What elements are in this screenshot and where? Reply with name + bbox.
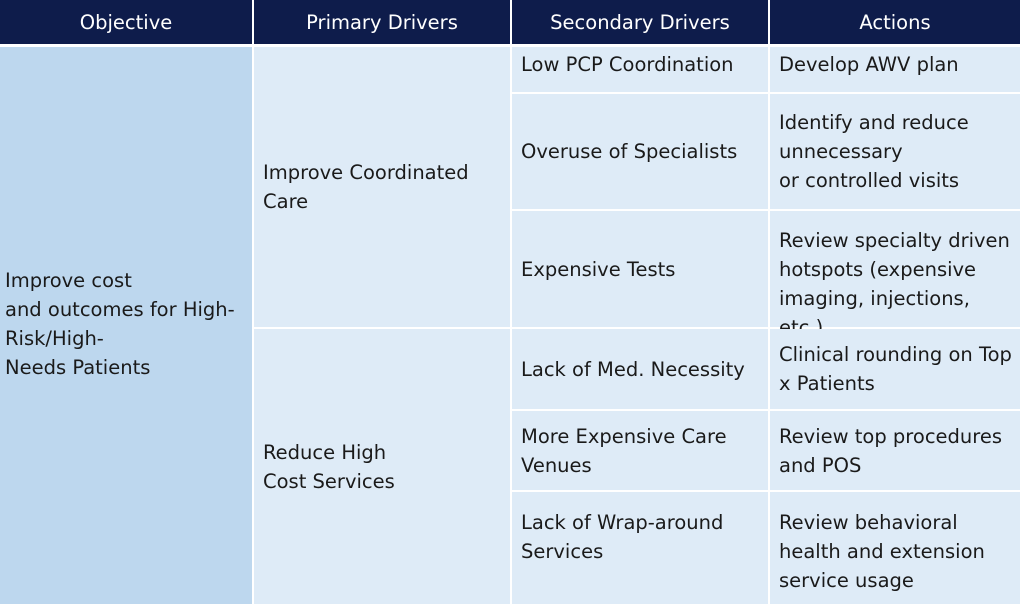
action-4: Clinical rounding on Top x Patients xyxy=(770,329,1020,409)
objective-cell: Improve cost and outcomes for High- Risk… xyxy=(0,44,252,604)
action-6: Review behavioral health and extension s… xyxy=(770,492,1020,604)
action-2: Identify and reduce unnecessary or contr… xyxy=(770,94,1020,209)
primary-driver-1: Improve Coordinated Care xyxy=(254,47,510,327)
secondary-driver-3: Expensive Tests xyxy=(512,211,768,327)
secondary-driver-1: Low PCP Coordination xyxy=(512,47,768,92)
header-separator xyxy=(0,44,1020,47)
secondary-driver-5: More Expensive Care Venues xyxy=(512,411,768,490)
secondary-driver-4: Lack of Med. Necessity xyxy=(512,329,768,409)
header-primary-drivers: Primary Drivers xyxy=(254,0,510,44)
secondary-driver-2: Overuse of Specialists xyxy=(512,94,768,209)
action-1: Develop AWV plan xyxy=(770,47,1020,92)
header-objective: Objective xyxy=(0,0,252,44)
header-secondary-drivers: Secondary Drivers xyxy=(512,0,768,44)
action-5: Review top procedures and POS xyxy=(770,411,1020,490)
action-3: Review specialty driven hotspots (expens… xyxy=(770,211,1020,339)
header-actions: Actions xyxy=(770,0,1020,44)
primary-driver-2: Reduce High Cost Services xyxy=(254,329,510,604)
secondary-driver-6: Lack of Wrap-around Services xyxy=(512,492,768,604)
